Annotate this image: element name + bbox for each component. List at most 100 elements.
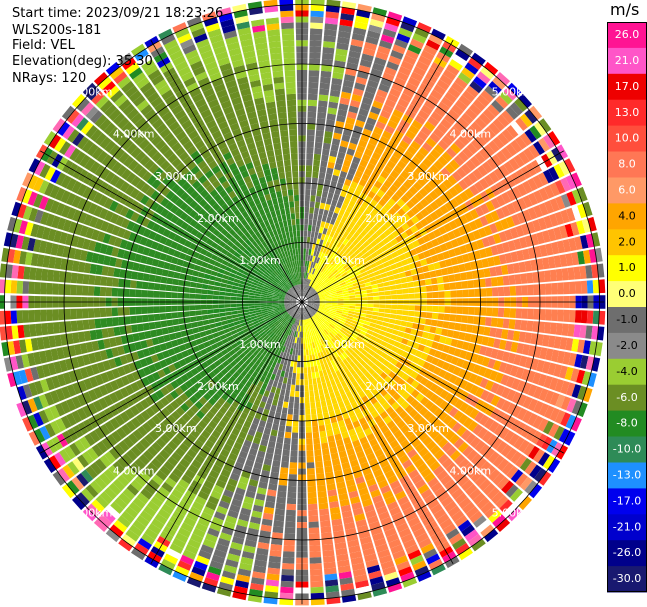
velocity-gate <box>153 306 160 314</box>
velocity-gate <box>311 316 316 323</box>
velocity-gate <box>308 64 320 71</box>
velocity-gate <box>283 443 291 451</box>
velocity-gate <box>274 321 281 327</box>
velocity-gate <box>230 541 243 551</box>
velocity-gate <box>482 482 496 496</box>
velocity-gate <box>480 501 494 514</box>
velocity-gate <box>314 314 320 320</box>
velocity-gate <box>317 326 323 333</box>
velocity-gate <box>322 369 328 377</box>
velocity-gate <box>171 436 182 447</box>
velocity-gate <box>289 310 294 315</box>
velocity-gate <box>354 339 361 346</box>
velocity-gate <box>212 304 219 309</box>
velocity-gate <box>325 11 339 19</box>
velocity-gate <box>433 334 441 343</box>
velocity-gate <box>303 236 307 243</box>
velocity-gate <box>334 54 347 62</box>
velocity-gate <box>369 18 384 28</box>
velocity-gate <box>326 380 332 388</box>
velocity-gate <box>337 176 346 185</box>
velocity-gate <box>460 429 472 441</box>
velocity-gate <box>351 255 359 262</box>
velocity-gate <box>224 292 232 297</box>
velocity-gate <box>210 490 222 500</box>
velocity-gate <box>390 309 397 315</box>
velocity-gate <box>543 169 554 184</box>
velocity-gate <box>492 472 505 486</box>
velocity-gate <box>310 289 315 294</box>
velocity-gate <box>370 240 378 248</box>
velocity-gate <box>343 322 351 328</box>
velocity-gate <box>288 480 297 487</box>
velocity-gate <box>533 386 543 399</box>
velocity-gate <box>391 251 399 259</box>
velocity-gate <box>360 310 367 314</box>
velocity-gate <box>592 310 600 325</box>
velocity-gate <box>198 420 208 430</box>
velocity-gate <box>184 469 196 480</box>
velocity-gate <box>190 276 198 283</box>
velocity-gate <box>429 201 439 211</box>
velocity-gate <box>343 305 350 308</box>
velocity-gate <box>228 433 238 442</box>
velocity-gate <box>435 327 443 335</box>
velocity-gate <box>392 485 404 495</box>
velocity-gate <box>391 401 400 411</box>
velocity-gate <box>443 223 453 233</box>
velocity-gate <box>180 554 194 566</box>
velocity-gate <box>338 401 345 409</box>
velocity-gate <box>366 478 377 487</box>
velocity-gate <box>273 320 280 326</box>
velocity-gate <box>309 267 312 274</box>
velocity-gate <box>315 285 320 291</box>
velocity-gate <box>262 464 271 472</box>
velocity-gate <box>151 441 163 453</box>
velocity-gate <box>331 174 339 183</box>
velocity-gate <box>130 315 137 324</box>
velocity-gate <box>527 247 536 259</box>
velocity-gate <box>349 303 356 306</box>
velocity-gate <box>458 497 472 510</box>
velocity-gate <box>271 423 279 431</box>
velocity-gate <box>364 553 378 563</box>
velocity-gate <box>462 175 474 187</box>
velocity-gate <box>252 356 259 364</box>
velocity-gate <box>411 474 423 485</box>
velocity-gate <box>85 465 98 479</box>
velocity-gate <box>314 353 319 360</box>
velocity-gate <box>315 334 320 341</box>
velocity-gate <box>307 372 312 380</box>
velocity-gate <box>539 283 546 295</box>
velocity-gate <box>434 396 444 407</box>
velocity-gate <box>113 519 128 533</box>
velocity-gate <box>198 272 205 278</box>
velocity-gate <box>58 283 65 295</box>
velocity-gate <box>466 142 478 155</box>
velocity-gate <box>308 527 320 534</box>
velocity-gate <box>428 558 443 570</box>
velocity-gate <box>458 225 467 236</box>
velocity-gate <box>410 522 424 533</box>
velocity-gate <box>465 85 479 98</box>
velocity-gate <box>307 318 310 325</box>
velocity-gate <box>386 533 399 543</box>
velocity-gate <box>342 79 354 88</box>
velocity-gate <box>320 331 326 338</box>
velocity-gate <box>373 57 387 67</box>
velocity-gate <box>16 280 24 294</box>
velocity-gate <box>448 220 458 230</box>
velocity-gate <box>377 316 384 322</box>
velocity-gate <box>198 396 208 406</box>
velocity-gate <box>277 400 284 408</box>
velocity-gate <box>318 94 329 102</box>
velocity-gate <box>346 318 353 323</box>
velocity-gate <box>337 487 348 495</box>
velocity-gate <box>245 459 255 468</box>
velocity-gate <box>142 466 155 478</box>
velocity-gate <box>469 384 479 396</box>
velocity-gate <box>528 484 543 499</box>
velocity-gate <box>105 307 113 317</box>
velocity-gate <box>492 514 506 528</box>
velocity-gate <box>339 361 346 368</box>
